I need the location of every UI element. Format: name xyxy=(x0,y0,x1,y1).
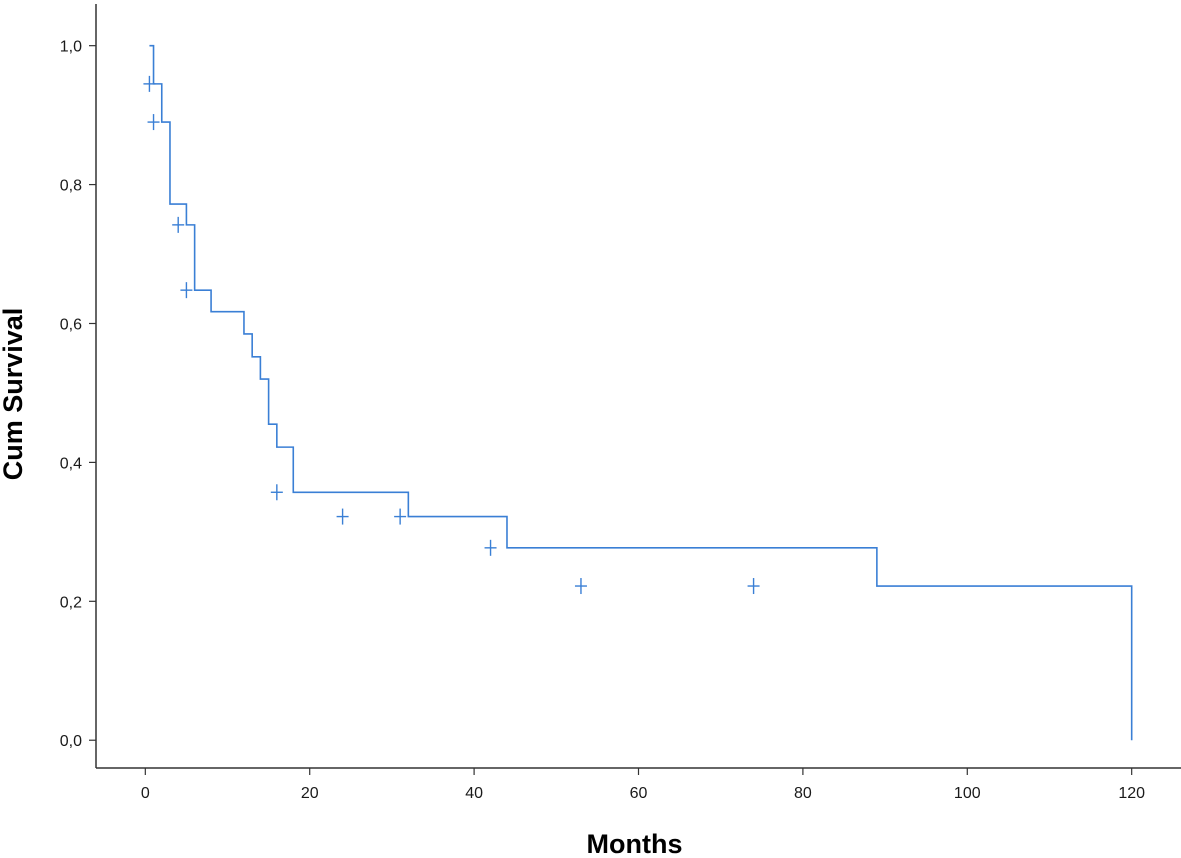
y-tick-label: 0,6 xyxy=(60,316,82,333)
x-tick-label: 60 xyxy=(630,785,648,802)
y-axis-title: Cum Survival xyxy=(0,308,28,481)
y-tick-label: 0,8 xyxy=(60,178,82,195)
y-tick-label: 1,0 xyxy=(60,39,82,56)
axes xyxy=(95,4,1181,769)
x-tick-label: 0 xyxy=(141,785,150,802)
x-axis-title: Months xyxy=(587,829,683,858)
x-tick-label: 120 xyxy=(1118,785,1145,802)
x-tick-label: 20 xyxy=(301,785,319,802)
x-tick-label: 100 xyxy=(954,785,981,802)
y-tick-label: 0,2 xyxy=(60,594,82,611)
series-layer xyxy=(143,44,1133,741)
ticks: 0 20 40 60 80 100 120 0,0 0,2 0,4 0,6 0,8 1,0 xyxy=(60,39,1145,802)
x-tick-label: 80 xyxy=(794,785,812,802)
survival-step-line xyxy=(149,44,1133,741)
y-tick-label: 0,4 xyxy=(60,455,82,472)
x-tick-label: 40 xyxy=(465,785,483,802)
y-tick-label: 0,0 xyxy=(60,733,82,750)
